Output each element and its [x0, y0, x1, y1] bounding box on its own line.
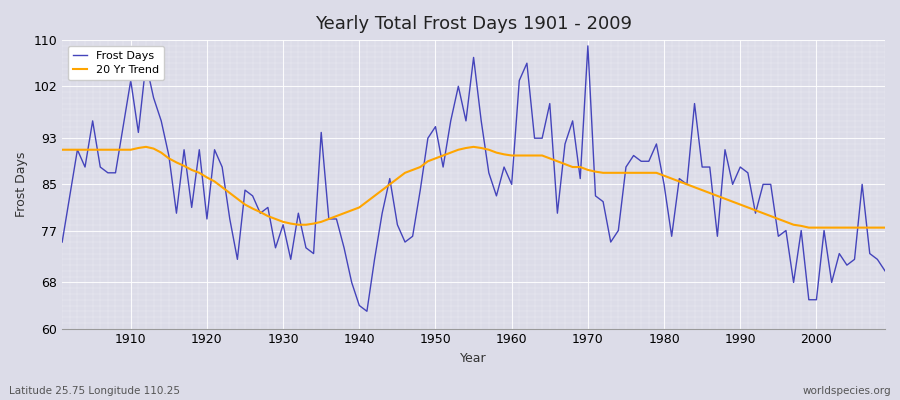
- 20 Yr Trend: [338, 211, 349, 216]
- Y-axis label: Frost Days: Frost Days: [15, 152, 28, 217]
- 20 Yr Trend: [118, 147, 129, 152]
- Line: Frost Days: Frost Days: [62, 46, 885, 311]
- Frost Days: [331, 216, 342, 221]
- X-axis label: Year: Year: [460, 352, 487, 365]
- Frost Days: [285, 257, 296, 262]
- 20 Yr Trend: [879, 225, 890, 230]
- Frost Days: [514, 78, 525, 83]
- 20 Yr Trend: [293, 222, 304, 227]
- Frost Days: [57, 240, 68, 244]
- 20 Yr Trend: [57, 147, 68, 152]
- Text: Latitude 25.75 Longitude 110.25: Latitude 25.75 Longitude 110.25: [9, 386, 180, 396]
- 20 Yr Trend: [140, 144, 151, 149]
- Frost Days: [879, 268, 890, 273]
- Frost Days: [582, 44, 593, 48]
- Legend: Frost Days, 20 Yr Trend: Frost Days, 20 Yr Trend: [68, 46, 164, 80]
- Title: Yearly Total Frost Days 1901 - 2009: Yearly Total Frost Days 1901 - 2009: [315, 15, 632, 33]
- Line: 20 Yr Trend: 20 Yr Trend: [62, 147, 885, 228]
- Frost Days: [362, 309, 373, 314]
- Frost Days: [118, 124, 129, 129]
- Frost Days: [613, 228, 624, 233]
- 20 Yr Trend: [804, 225, 814, 230]
- 20 Yr Trend: [514, 153, 525, 158]
- 20 Yr Trend: [507, 153, 517, 158]
- Text: worldspecies.org: worldspecies.org: [803, 386, 891, 396]
- Frost Days: [507, 182, 517, 187]
- 20 Yr Trend: [606, 170, 616, 175]
